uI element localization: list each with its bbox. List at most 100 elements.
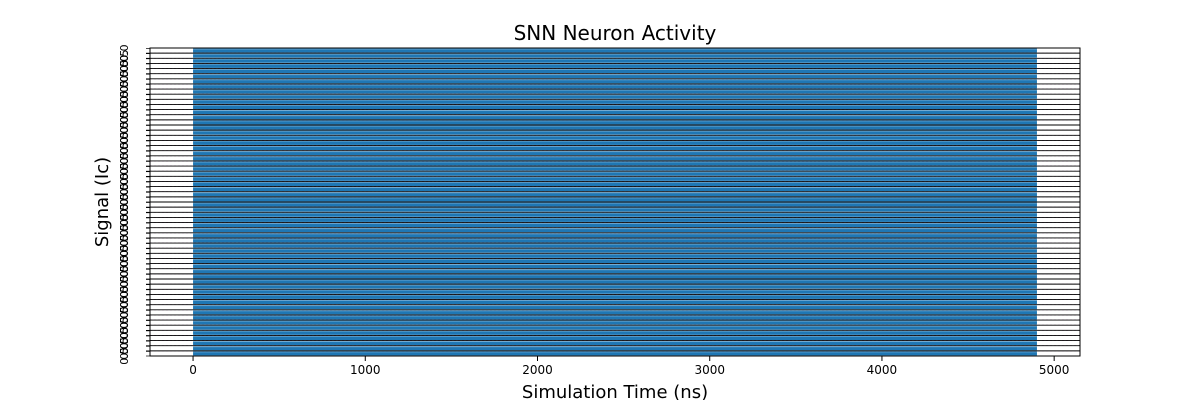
y-tick-label: 0.5 — [118, 193, 131, 211]
signal-trace — [193, 289, 1037, 294]
signal-trace — [193, 171, 1037, 176]
signal-trace — [193, 130, 1037, 135]
y-tick-label: 0.5 — [118, 245, 131, 262]
signal-trace — [193, 300, 1037, 305]
signal-trace — [193, 310, 1037, 315]
signal-trace — [193, 315, 1037, 320]
signal-trace — [193, 269, 1037, 274]
y-tick-label: 0.0 — [118, 157, 131, 175]
signal-trace — [193, 146, 1037, 151]
y-tick-label: 0.0 — [118, 65, 131, 83]
signal-trace — [193, 110, 1037, 115]
y-tick-label: 0.0 — [118, 291, 131, 309]
y-tick-label: 0.0 — [118, 219, 131, 237]
signal-trace — [193, 223, 1037, 228]
x-tick-label: 1000 — [350, 363, 381, 377]
y-tick-label: 0.0 — [118, 332, 131, 350]
signal-trace — [193, 151, 1037, 156]
y-tick-label: 0.5 — [118, 50, 131, 67]
signal-trace — [193, 84, 1037, 89]
y-tick-label: 0.5 — [118, 327, 131, 345]
y-tick-label: 0.0 — [118, 198, 131, 216]
y-tick-label: 0.0 — [118, 311, 131, 329]
signal-trace — [193, 94, 1037, 99]
y-tick-label: 0.5 — [118, 91, 131, 109]
signal-trace — [193, 264, 1037, 269]
y-tick-label: 0.0 — [118, 168, 131, 186]
y-tick-label: 0.5 — [118, 60, 131, 78]
y-tick-label: 0.0 — [118, 116, 131, 134]
y-tick-label: 0.5 — [118, 132, 131, 150]
signal-trace — [193, 79, 1037, 84]
signal-trace — [193, 182, 1037, 186]
y-tick-label: 0.5 — [118, 80, 131, 98]
signal-trace — [193, 74, 1037, 79]
y-tick-label: 0.0 — [118, 55, 131, 73]
signal-trace — [193, 105, 1037, 109]
signal-trace — [193, 253, 1037, 258]
y-tick-label: 0.0 — [118, 178, 131, 196]
signal-trace — [193, 141, 1037, 145]
signal-trace — [193, 202, 1037, 207]
signal-trace — [193, 197, 1037, 202]
signal-trace — [193, 238, 1037, 243]
y-tick-label: 0.5 — [118, 224, 131, 242]
y-axis-label: Signal (Ic) — [92, 157, 113, 247]
y-tick-label: 0.0 — [118, 209, 131, 227]
y-tick-label: 0.0 — [118, 229, 131, 247]
y-tick-label: 0.5 — [118, 173, 131, 191]
signal-trace — [193, 295, 1037, 299]
y-tick-label: 0.0 — [118, 85, 131, 103]
y-tick-label: 0.5 — [118, 142, 131, 160]
signal-trace — [193, 48, 1037, 53]
y-tick-label: 0.0 — [118, 96, 131, 114]
signal-trace — [193, 228, 1037, 233]
x-tick-label: 2000 — [522, 363, 553, 377]
y-tick-label: 0.0 — [118, 301, 131, 319]
signal-trace — [193, 207, 1037, 212]
y-tick-label: 0.0 — [118, 137, 131, 155]
signal-trace — [193, 259, 1037, 263]
y-tick-label: 0.5 — [118, 204, 131, 222]
signal-trace — [193, 330, 1037, 335]
y-tick-label: 0.5 — [118, 214, 131, 232]
signal-trace — [193, 341, 1037, 346]
signal-trace — [193, 69, 1037, 74]
x-tick-label: 5000 — [1039, 363, 1070, 377]
y-tick-label: 0.0 — [118, 250, 131, 268]
y-tick-label: 0.5 — [118, 306, 131, 324]
signal-trace — [193, 218, 1037, 222]
y-tick-label: 0.0 — [118, 322, 131, 340]
signal-trace — [193, 58, 1037, 63]
signal-trace — [193, 115, 1037, 120]
signal-trace — [193, 346, 1037, 351]
y-tick-label: 0.5 — [118, 275, 131, 293]
signal-trace — [193, 166, 1037, 171]
y-tick-label: 0.0 — [118, 270, 131, 288]
y-tick-label: 0.5 — [118, 255, 131, 273]
signal-trace — [193, 192, 1037, 197]
signal-trace — [193, 351, 1037, 356]
x-axis-label: Simulation Time (ns) — [522, 382, 708, 400]
signal-trace — [193, 156, 1037, 161]
signal-trace — [193, 233, 1037, 238]
plot-area — [149, 47, 1081, 357]
signal-trace — [193, 187, 1037, 192]
y-tick-label: 0.5 — [118, 101, 131, 119]
y-tick-label: 0.0 — [118, 147, 131, 165]
signal-trace — [193, 64, 1037, 68]
signal-trace — [193, 325, 1037, 330]
y-tick-label: 0.5 — [118, 265, 131, 283]
y-tick-label: 0.5 — [118, 121, 131, 139]
signal-trace — [193, 279, 1037, 284]
x-tick-label: 4000 — [867, 363, 898, 377]
x-axis: 0 1000 2000 3000 4000 5000 — [189, 356, 1069, 377]
signal-trace — [193, 243, 1037, 248]
signal-trace — [193, 320, 1037, 325]
signal-trace — [193, 176, 1037, 181]
signal-trace — [193, 125, 1037, 130]
y-tick-label: 0.0 — [118, 342, 131, 360]
signal-trace — [193, 99, 1037, 104]
signal-trace — [193, 161, 1037, 166]
